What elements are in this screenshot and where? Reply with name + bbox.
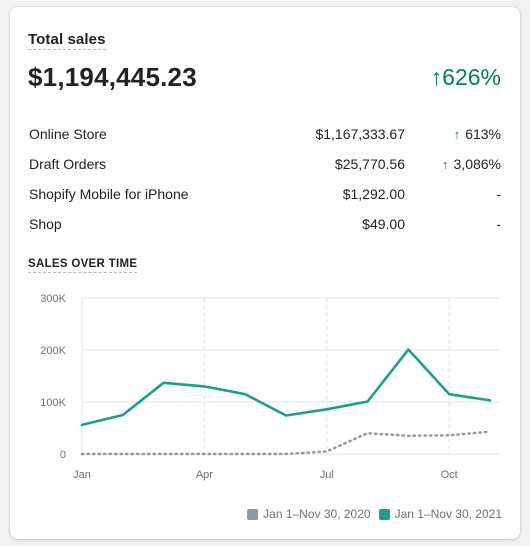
x-tick-label: Apr [196,469,213,481]
y-tick-label: 200K [40,345,66,357]
x-tick-label: Jul [320,469,334,481]
channel-name: Shop [29,216,62,232]
sales-over-time-title[interactable]: SALES OVER TIME [28,258,138,273]
total-change-value: 626% [442,64,501,90]
total-sales-change: ↑626% [431,64,501,91]
channel-amount: $1,292.00 [342,186,405,202]
arrow-up-icon: ↑ [453,127,461,142]
total-sales-card: Total sales $1,194,445.23 ↑626% Online S… [10,7,520,539]
sales-over-time-chart: 0 100K 200K 300K Jan Apr Jul Oct [40,293,500,481]
y-tick-label: 300K [40,293,66,305]
legend-label-current: Jan 1–Nov 30, 2021 [394,507,502,521]
channel-change-value: 613% [465,126,501,142]
legend-item-previous[interactable]: Jan 1–Nov 30, 2020 [247,507,371,521]
channel-name: Shopify Mobile for iPhone [29,186,189,202]
legend-label-previous: Jan 1–Nov 30, 2020 [263,507,371,521]
breakdown-row: Shopify Mobile for iPhone $1,292.00 - [29,179,501,209]
channel-change-value: 3,086% [453,156,501,172]
legend-swatch-previous [247,508,259,520]
channel-amount: $49.00 [362,216,405,232]
total-sales-value: $1,194,445.23 [28,62,197,92]
x-tick-label: Oct [441,469,458,481]
y-tick-label: 100K [40,397,66,409]
legend-item-current[interactable]: Jan 1–Nov 30, 2021 [378,507,502,521]
x-tick-label: Jan [73,469,91,481]
channel-name: Online Store [29,126,107,142]
channel-amount: $25,770.56 [334,156,405,172]
channel-change: ↑ 3,086% [442,149,501,180]
breakdown-row: Draft Orders $25,770.56 ↑ 3,086% [29,149,501,179]
series-line-2020 [80,430,492,456]
card-title[interactable]: Total sales [28,31,106,50]
arrow-up-icon: ↑ [442,157,449,172]
channel-amount: $1,167,333.67 [315,126,405,142]
breakdown-row: Online Store $1,167,333.67 ↑ 613% [29,119,501,149]
channel-change: ↑ 613% [454,119,501,150]
channel-change-value: - [496,216,501,232]
channel-change-value: - [496,186,501,202]
arrow-up-icon: ↑ [430,64,443,90]
y-tick-label: 0 [60,449,66,461]
sales-breakdown: Online Store $1,167,333.67 ↑ 613% Draft O… [29,119,501,239]
channel-name: Draft Orders [29,156,107,172]
series-line-2021 [80,348,492,427]
chart-legend: Jan 1–Nov 30, 2020 Jan 1–Nov 30, 2021 [247,507,502,521]
legend-swatch-current [378,508,390,520]
breakdown-row: Shop $49.00 - [29,209,501,239]
